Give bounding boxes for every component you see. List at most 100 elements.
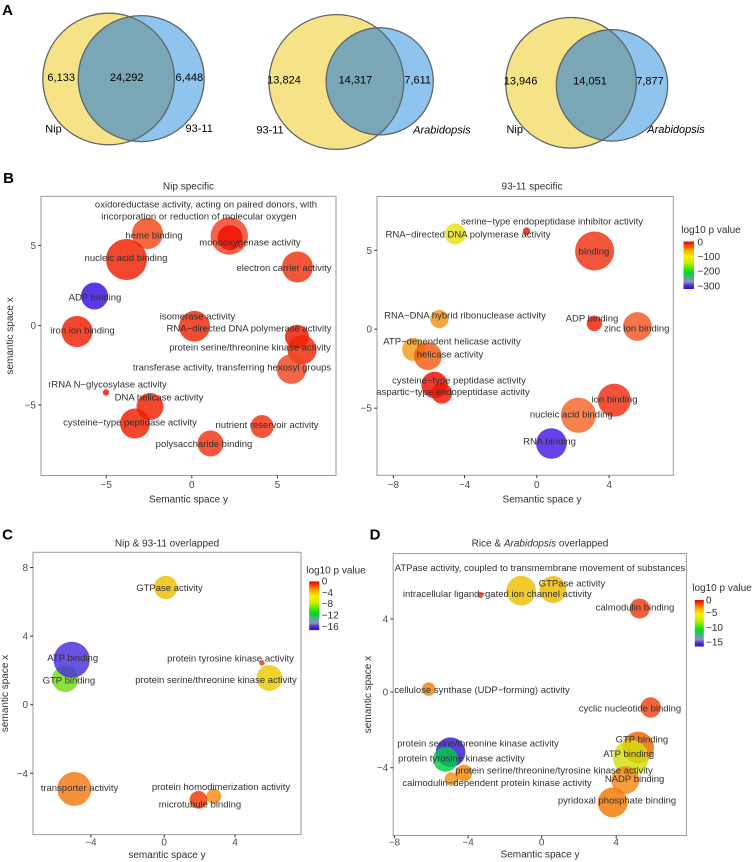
svg-text:GTP binding: GTP binding bbox=[43, 676, 96, 687]
svg-text:transporter activity: transporter activity bbox=[41, 783, 119, 794]
svg-text:log10 p value: log10 p value bbox=[692, 583, 752, 594]
svg-text:−10: −10 bbox=[706, 623, 723, 634]
svg-text:93-11: 93-11 bbox=[186, 123, 213, 135]
svg-text:isomerase activity: isomerase activity bbox=[160, 312, 236, 323]
svg-text:polysaccharide binding: polysaccharide binding bbox=[156, 439, 253, 450]
svg-text:Nip specific: Nip specific bbox=[163, 181, 214, 192]
svg-text:5: 5 bbox=[275, 480, 281, 491]
svg-text:semantic space y: semantic space y bbox=[128, 850, 205, 861]
svg-text:ATP binding: ATP binding bbox=[47, 653, 98, 664]
svg-text:−8: −8 bbox=[388, 480, 400, 491]
svg-text:−100: −100 bbox=[698, 252, 721, 263]
svg-text:ion binding: ion binding bbox=[592, 395, 638, 406]
svg-text:Semantic space y: Semantic space y bbox=[503, 495, 582, 506]
svg-text:93-11: 93-11 bbox=[256, 125, 283, 137]
svg-text:transferase activity, transfer: transferase activity, transferring hexos… bbox=[133, 363, 332, 374]
svg-text:iron ion binding: iron ion binding bbox=[50, 326, 114, 337]
svg-text:protein serine/threonine kinas: protein serine/threonine kinase activity bbox=[397, 739, 559, 750]
svg-text:protein homodimerization activ: protein homodimerization activity bbox=[152, 782, 291, 793]
svg-text:semantic space x: semantic space x bbox=[5, 297, 16, 374]
svg-text:−5: −5 bbox=[706, 608, 718, 619]
svg-text:RNA−directed DNA polymerase ac: RNA−directed DNA polymerase activity bbox=[167, 324, 332, 335]
svg-text:−4: −4 bbox=[322, 588, 334, 599]
svg-text:−4: −4 bbox=[85, 838, 97, 849]
svg-text:zinc ion binding: zinc ion binding bbox=[604, 324, 670, 335]
svg-text:13,946: 13,946 bbox=[504, 76, 538, 88]
svg-text:protein serine/threonine kinas: protein serine/threonine kinase activity bbox=[135, 675, 297, 686]
svg-text:4: 4 bbox=[22, 632, 28, 643]
svg-text:Arabidopsis: Arabidopsis bbox=[646, 124, 705, 136]
svg-text:14,051: 14,051 bbox=[573, 76, 607, 88]
svg-text:binding: binding bbox=[579, 247, 610, 258]
svg-text:semantic space x: semantic space x bbox=[0, 655, 11, 732]
svg-text:Nip & 93-11 overlapped: Nip & 93-11 overlapped bbox=[115, 539, 219, 550]
svg-text:Nip: Nip bbox=[45, 124, 62, 136]
svg-text:−5: −5 bbox=[100, 480, 112, 491]
svg-text:nucleic acid binding: nucleic acid binding bbox=[530, 410, 613, 421]
svg-text:DNA helicase activity: DNA helicase activity bbox=[115, 393, 204, 404]
svg-text:rRNA N−glycosylase activity: rRNA N−glycosylase activity bbox=[48, 380, 167, 391]
svg-text:protein tyrosine kinase activi: protein tyrosine kinase activity bbox=[167, 654, 294, 665]
svg-text:nucleic acid binding: nucleic acid binding bbox=[85, 253, 168, 264]
svg-text:Semantic space y: Semantic space y bbox=[149, 495, 228, 506]
svg-text:intracellular ligand−gated ion: intracellular ligand−gated ion channel a… bbox=[403, 589, 592, 600]
svg-text:−12: −12 bbox=[322, 611, 339, 622]
svg-text:C: C bbox=[2, 527, 13, 544]
svg-text:8: 8 bbox=[22, 563, 28, 574]
svg-text:serine−type endopeptidase inhi: serine−type endopeptidase inhibitor acti… bbox=[461, 217, 643, 228]
svg-text:protein tyrosine kinase activi: protein tyrosine kinase activity bbox=[398, 754, 525, 765]
svg-text:cysteine−type peptidase activi: cysteine−type peptidase activity bbox=[63, 418, 197, 429]
svg-text:calmodulin−dependent protein k: calmodulin−dependent protein kinase acti… bbox=[402, 778, 592, 789]
svg-text:cellulose synthase (UDP−formin: cellulose synthase (UDP−forming) activit… bbox=[394, 685, 570, 696]
svg-text:−15: −15 bbox=[706, 638, 723, 649]
svg-text:protein serine/threonine kinas: protein serine/threonine kinase activity bbox=[169, 343, 331, 354]
svg-text:ATP−dependent helicase activit: ATP−dependent helicase activity bbox=[383, 337, 521, 348]
svg-text:GTPase activity: GTPase activity bbox=[136, 583, 203, 594]
svg-text:pyridoxal phosphate binding: pyridoxal phosphate binding bbox=[558, 796, 676, 807]
svg-text:electron carrier activity: electron carrier activity bbox=[236, 263, 331, 274]
svg-text:4: 4 bbox=[383, 615, 389, 626]
svg-text:−8: −8 bbox=[389, 838, 401, 849]
svg-text:Rice & Arabidopsis overlapped: Rice & Arabidopsis overlapped bbox=[472, 539, 609, 550]
svg-text:calmodulin binding: calmodulin binding bbox=[596, 603, 675, 614]
svg-text:RNA−DNA hybrid ribonuclease ac: RNA−DNA hybrid ribonuclease activity bbox=[384, 311, 546, 322]
svg-text:RNA binding: RNA binding bbox=[523, 437, 576, 448]
svg-text:0: 0 bbox=[189, 480, 195, 491]
svg-text:0: 0 bbox=[698, 238, 704, 249]
svg-text:A: A bbox=[2, 2, 13, 19]
svg-text:nutrient reservoir activity: nutrient reservoir activity bbox=[216, 420, 319, 431]
svg-text:6,448: 6,448 bbox=[176, 72, 204, 84]
svg-text:6,133: 6,133 bbox=[47, 72, 75, 84]
svg-text:GTP binding: GTP binding bbox=[616, 735, 669, 746]
svg-text:−5: −5 bbox=[25, 400, 37, 411]
svg-text:−200: −200 bbox=[698, 267, 721, 278]
svg-text:ADP binding: ADP binding bbox=[69, 293, 122, 304]
svg-text:helicase activity: helicase activity bbox=[417, 350, 484, 361]
svg-text:Semantic space y: Semantic space y bbox=[501, 850, 580, 861]
svg-text:monooxygenase activity: monooxygenase activity bbox=[199, 238, 301, 249]
svg-text:4: 4 bbox=[613, 838, 619, 849]
svg-text:cysteine−type peptidase activi: cysteine−type peptidase activity bbox=[392, 376, 526, 387]
svg-text:0: 0 bbox=[534, 480, 540, 491]
svg-text:ATP binding: ATP binding bbox=[603, 749, 654, 760]
svg-text:−4: −4 bbox=[462, 838, 474, 849]
svg-text:log10 p value: log10 p value bbox=[306, 566, 366, 577]
svg-text:7,877: 7,877 bbox=[636, 76, 664, 88]
svg-text:−4: −4 bbox=[459, 480, 471, 491]
svg-text:93-11 specific: 93-11 specific bbox=[502, 181, 563, 192]
svg-text:13,824: 13,824 bbox=[267, 75, 301, 87]
svg-text:0: 0 bbox=[539, 838, 545, 849]
svg-text:−300: −300 bbox=[698, 281, 721, 292]
svg-text:0: 0 bbox=[30, 321, 36, 332]
svg-text:24,292: 24,292 bbox=[110, 72, 144, 84]
svg-text:0: 0 bbox=[383, 688, 389, 699]
svg-text:−4: −4 bbox=[17, 769, 29, 780]
svg-text:−5: −5 bbox=[361, 404, 373, 415]
svg-text:ADP binding: ADP binding bbox=[566, 314, 619, 325]
svg-text:ATPase activity, coupled to tr: ATPase activity, coupled to transmembran… bbox=[395, 563, 686, 574]
svg-text:heme binding: heme binding bbox=[125, 231, 182, 242]
svg-text:5: 5 bbox=[30, 241, 36, 252]
svg-text:protein serine/threonine/tyros: protein serine/threonine/tyrosine kinase… bbox=[455, 766, 653, 777]
svg-text:GTPase activity: GTPase activity bbox=[539, 579, 606, 590]
svg-text:cyclic nucleotide binding: cyclic nucleotide binding bbox=[579, 704, 681, 715]
